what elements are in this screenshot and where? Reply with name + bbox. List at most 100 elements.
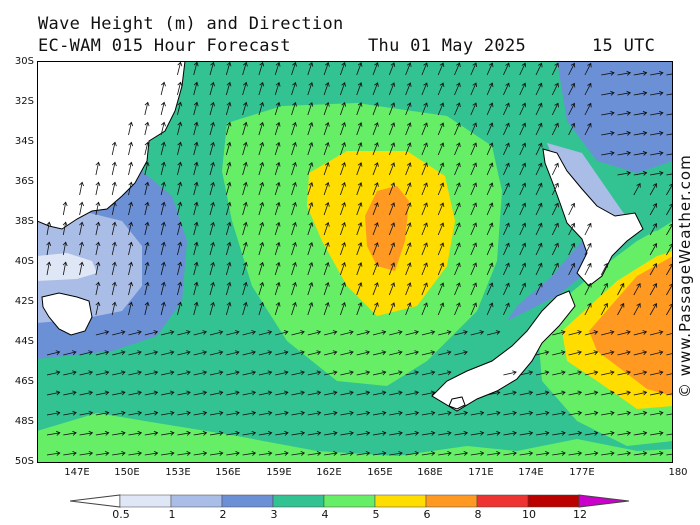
wave-direction-arrowhead <box>560 350 566 356</box>
wave-direction-arrowhead <box>177 81 183 87</box>
wave-direction-arrowhead <box>111 281 117 287</box>
wave-direction-arrow <box>177 162 181 176</box>
wave-direction-arrow <box>258 122 264 136</box>
wave-direction-arrow <box>258 62 264 76</box>
wave-direction-arrow <box>258 222 264 236</box>
wave-direction-arrowhead <box>472 242 477 248</box>
wave-direction-arrowhead <box>357 162 363 167</box>
wave-direction-arrow <box>405 162 411 176</box>
wave-direction-arrow <box>438 331 451 336</box>
wave-direction-arrowhead <box>243 241 248 247</box>
wave-direction-arrow <box>112 351 125 356</box>
wave-direction-arrow <box>242 62 247 76</box>
wave-direction-arrow <box>519 263 526 276</box>
wave-direction-arrow <box>95 331 109 336</box>
wave-direction-arrowhead <box>161 121 166 127</box>
wave-direction-arrowhead <box>170 410 175 416</box>
wave-direction-arrowhead <box>587 222 592 228</box>
wave-direction-arrow <box>551 123 559 136</box>
wave-direction-arrow <box>144 412 158 416</box>
wave-direction-arrowhead <box>267 410 273 416</box>
wave-direction-arrowhead <box>349 390 354 396</box>
wave-direction-arrowhead <box>226 81 232 87</box>
wave-direction-arrowhead <box>259 121 265 127</box>
wave-direction-arrow <box>160 331 174 336</box>
wave-height-map[interactable] <box>37 61 673 463</box>
wave-direction-arrowhead <box>642 90 648 96</box>
wave-direction-arrow <box>535 283 542 296</box>
wave-direction-arrowhead <box>357 102 363 107</box>
wave-direction-arrow <box>617 412 631 416</box>
wave-direction-arrow <box>486 62 493 76</box>
wave-direction-arrowhead <box>137 370 142 376</box>
wave-direction-arrowhead <box>79 241 84 247</box>
wave-direction-arrow <box>274 182 280 196</box>
wave-direction-arrow <box>291 331 305 336</box>
wave-direction-arrow <box>617 303 625 316</box>
wave-direction-arrow <box>633 452 647 456</box>
wave-direction-arrow <box>128 222 132 236</box>
wave-direction-arrow <box>486 262 493 276</box>
wave-direction-arrowhead <box>554 82 559 88</box>
wave-direction-arrow <box>307 412 321 416</box>
wave-direction-arrowhead <box>456 62 461 68</box>
wave-direction-arrow <box>372 371 386 376</box>
wave-direction-arrow <box>372 62 378 76</box>
wave-direction-arrow <box>340 182 346 196</box>
wave-direction-arrow <box>421 182 428 196</box>
wave-direction-arrowhead <box>210 201 215 207</box>
wave-direction-arrowhead <box>210 81 215 87</box>
wave-direction-arrowhead <box>324 121 330 127</box>
wave-direction-arrowhead <box>161 141 166 147</box>
wave-direction-arrowhead <box>423 82 428 87</box>
lat-label-48s: 48S <box>14 416 34 427</box>
wave-direction-arrowhead <box>120 330 126 335</box>
wave-direction-arrow <box>519 143 526 156</box>
wave-direction-arrowhead <box>169 370 175 376</box>
wave-direction-arrow <box>568 351 582 356</box>
wave-direction-arrow <box>356 182 362 196</box>
wave-direction-arrowhead <box>111 141 117 147</box>
wave-direction-arrowhead <box>521 202 527 208</box>
wave-direction-arrow <box>144 331 158 336</box>
wave-direction-arrow <box>470 452 484 456</box>
wave-direction-arrow <box>324 351 337 356</box>
wave-direction-arrowhead <box>226 201 232 207</box>
wave-direction-arrowhead <box>341 101 346 107</box>
wave-direction-arrowhead <box>144 141 150 147</box>
wave-direction-arrow <box>177 62 181 76</box>
wave-direction-arrowhead <box>521 262 527 268</box>
wave-direction-arrow <box>584 331 598 336</box>
lat-label-46s: 46S <box>14 376 34 387</box>
wave-direction-arrow <box>470 302 477 316</box>
wave-direction-arrowhead <box>505 182 510 188</box>
wave-direction-arrowhead <box>259 221 265 227</box>
wave-direction-arrowhead <box>88 451 94 456</box>
wave-direction-arrow <box>356 371 370 376</box>
wave-direction-arrowhead <box>398 430 403 436</box>
wave-direction-arrow <box>323 102 329 116</box>
wave-direction-arrowhead <box>259 261 265 267</box>
wave-direction-arrow <box>454 432 468 436</box>
wave-direction-arrow <box>62 262 67 276</box>
wave-direction-arrowhead <box>202 330 208 335</box>
wave-direction-arrowhead <box>111 201 117 207</box>
wave-direction-arrow <box>307 62 313 76</box>
wave-direction-arrow <box>356 391 370 396</box>
wave-direction-arrowhead <box>512 451 517 456</box>
wave-direction-arrow <box>275 331 288 336</box>
wave-direction-arrowhead <box>79 201 84 207</box>
wave-direction-arrow <box>275 432 289 436</box>
wave-direction-arrow <box>503 432 517 436</box>
wave-direction-arrowhead <box>275 61 281 67</box>
wave-direction-arrowhead <box>202 410 208 416</box>
wave-direction-arrowhead <box>46 221 52 227</box>
wave-direction-arrowhead <box>177 281 183 287</box>
wave-direction-arrow <box>128 202 132 216</box>
wave-direction-arrowhead <box>210 121 215 127</box>
wave-direction-arrow <box>389 412 403 416</box>
wave-direction-arrowhead <box>202 350 208 356</box>
wave-direction-arrow <box>323 222 329 236</box>
wave-direction-arrow <box>356 432 370 436</box>
wave-direction-arrow <box>405 242 411 256</box>
